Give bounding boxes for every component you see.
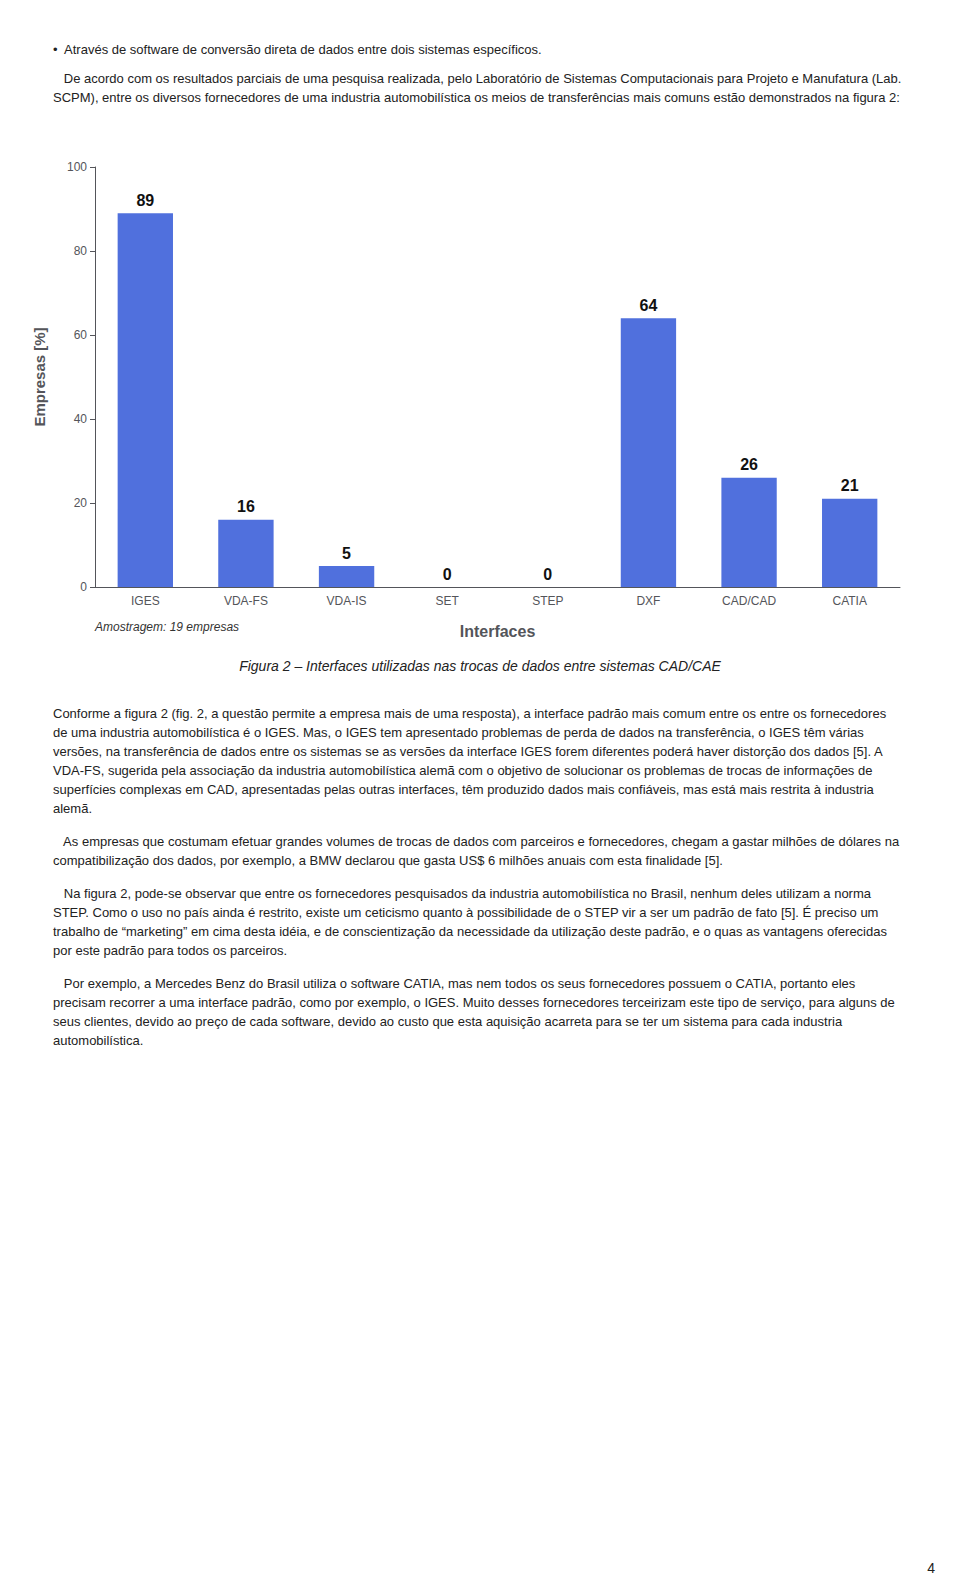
svg-text:VDA-FS, sugerida pela associaç: VDA-FS, sugerida pela associação da indu… (53, 763, 872, 778)
svg-text:16: 16 (237, 498, 255, 515)
svg-text:Por exemplo, a Mercedes Benz d: Por exemplo, a Mercedes Benz do Brasil u… (53, 976, 856, 991)
svg-text:SCPM), entre os diversos forne: SCPM), entre os diversos fornecedores de… (53, 90, 900, 105)
svg-text:por este padrão para todos os: por este padrão para todos os parceiros. (53, 943, 287, 958)
svg-text:64: 64 (640, 297, 658, 314)
svg-text:seus clientes, devido ao preço: seus clientes, devido ao preço de cada s… (53, 1014, 843, 1029)
svg-text:precisam recorrer a uma interf: precisam recorrer a uma interface padrão… (53, 995, 895, 1010)
svg-text:Interfaces: Interfaces (460, 623, 536, 640)
svg-text:As empresas que costumam efetu: As empresas que costumam efetuar grandes… (53, 834, 900, 849)
svg-text:superfícies complexas em CAD,: superfícies complexas em CAD, apresentad… (53, 782, 875, 797)
svg-text:CATIA: CATIA (832, 594, 866, 608)
svg-text:CAD/CAD: CAD/CAD (722, 594, 776, 608)
svg-text:5: 5 (342, 545, 351, 562)
svg-text:VDA-IS: VDA-IS (327, 594, 367, 608)
svg-text:automobilística.: automobilística. (53, 1033, 143, 1048)
svg-text:80: 80 (74, 244, 88, 258)
svg-text:IGES: IGES (131, 594, 160, 608)
svg-text:60: 60 (74, 328, 88, 342)
svg-text:compatibilização dos dados, po: compatibilização dos dados, por exemplo,… (53, 853, 723, 868)
svg-text:0: 0 (543, 566, 552, 583)
svg-text:• Através de software de conv: • Através de software de conversão diret… (53, 42, 542, 57)
svg-text:20: 20 (74, 496, 88, 510)
svg-text:de uma industria automobilísti: de uma industria automobilística é o IGE… (53, 725, 864, 740)
svg-text:Amostragem: 19 empresas: Amostragem: 19 empresas (94, 620, 239, 634)
svg-text:4: 4 (927, 1560, 935, 1576)
svg-text:21: 21 (841, 477, 859, 494)
svg-text:100: 100 (67, 160, 87, 174)
svg-text:89: 89 (136, 192, 154, 209)
svg-text:DXF: DXF (636, 594, 660, 608)
svg-text:versões, na transferência de d: versões, na transferência de dados entre… (53, 744, 883, 759)
svg-text:SET: SET (436, 594, 460, 608)
svg-text:40: 40 (74, 412, 88, 426)
svg-text:Empresas [%]: Empresas [%] (31, 327, 48, 426)
svg-text:De acordo com os resultados pa: De acordo com os resultados parciais de … (53, 71, 901, 86)
svg-text:alemã.: alemã. (53, 801, 92, 816)
svg-text:0: 0 (443, 566, 452, 583)
svg-text:26: 26 (740, 456, 758, 473)
svg-text:Na figura 2, pode-se observar: Na figura 2, pode-se observar que entre … (53, 886, 872, 901)
svg-text:STEP: STEP (532, 594, 563, 608)
svg-text:trabalho de “marketing” em cim: trabalho de “marketing” em cima desta id… (53, 924, 887, 939)
svg-text:Figura 2 – Interfaces utilizad: Figura 2 – Interfaces utilizadas nas tro… (239, 658, 721, 674)
svg-text:STEP. Como o uso no país ainda: STEP. Como o uso no país ainda é restrit… (53, 905, 878, 920)
svg-text:Conforme a figura 2 (fig. 2, a: Conforme a figura 2 (fig. 2, a questão p… (53, 706, 887, 721)
svg-text:0: 0 (80, 580, 87, 594)
svg-text:VDA-FS: VDA-FS (224, 594, 268, 608)
